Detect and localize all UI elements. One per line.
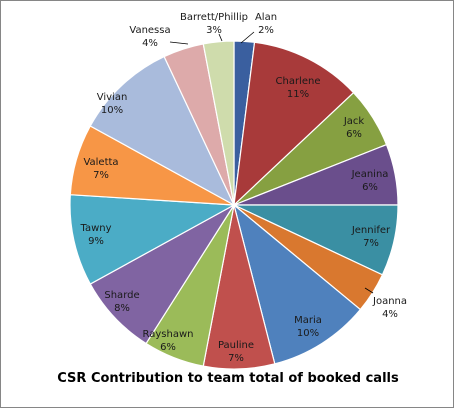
category-label-charlene: Charlene	[276, 76, 321, 87]
data-label-jennifer: Jennifer 7%	[351, 225, 391, 249]
pie-slice-tawny	[69, 194, 237, 285]
data-label-vivian: Vivian 10%	[97, 92, 128, 116]
percent-label-alan: 2%	[258, 25, 274, 36]
data-label-vanessa: Vanessa 4%	[129, 25, 170, 49]
percent-label-tawny: 9%	[88, 236, 104, 247]
percent-label-rayshawn: 6%	[160, 342, 176, 353]
percent-label-barrett-phillip: 3%	[206, 25, 222, 36]
category-label-jennifer: Jennifer	[351, 225, 391, 236]
data-label-jeanina: Jeanina 6%	[351, 169, 389, 193]
category-label-barrett-phillip: Barrett/Phillip	[180, 12, 248, 23]
category-label-joanna: Joanna	[372, 296, 407, 307]
data-label-sharde: Sharde 8%	[104, 290, 139, 314]
data-label-barrett-phillip: Barrett/Phillip 3%	[180, 12, 248, 36]
percent-label-jeanina: 6%	[362, 182, 378, 193]
percent-label-vivian: 10%	[101, 105, 123, 116]
category-label-vanessa: Vanessa	[129, 25, 170, 36]
data-label-maria: Maria 10%	[294, 315, 322, 339]
leader-line-barrett-phillip	[218, 33, 223, 42]
category-label-jack: Jack	[343, 116, 365, 127]
percent-label-valetta: 7%	[93, 170, 109, 181]
pie-slice-charlene	[233, 41, 355, 207]
pie-slice-barrett-phillip	[202, 40, 235, 206]
category-label-maria: Maria	[294, 315, 322, 326]
data-label-tawny: Tawny 9%	[79, 223, 111, 247]
leader-line-alan	[240, 31, 255, 44]
data-label-rayshawn: Rayshawn 6%	[143, 329, 194, 353]
data-label-charlene: Charlene 11%	[276, 76, 321, 100]
data-label-alan: Alan 2%	[255, 12, 277, 36]
percent-label-pauline: 7%	[228, 353, 244, 364]
category-label-jeanina: Jeanina	[351, 169, 389, 180]
category-label-vivian: Vivian	[97, 92, 128, 103]
pie-slice-vivian	[89, 55, 236, 207]
percent-label-sharde: 8%	[114, 303, 130, 314]
percent-label-vanessa: 4%	[142, 38, 158, 49]
data-label-joanna: Joanna 4%	[372, 296, 407, 320]
leader-line-joanna	[364, 287, 374, 294]
percent-label-charlene: 11%	[287, 89, 309, 100]
category-label-sharde: Sharde	[104, 290, 139, 301]
data-label-valetta: Valetta 7%	[83, 157, 118, 181]
percent-label-joanna: 4%	[382, 309, 398, 320]
category-label-alan: Alan	[255, 12, 277, 23]
category-label-tawny: Tawny	[79, 223, 111, 234]
pie-slice-maria	[232, 203, 362, 365]
percent-label-jack: 6%	[346, 129, 362, 140]
percent-label-jennifer: 7%	[363, 238, 379, 249]
category-label-rayshawn: Rayshawn	[143, 329, 194, 340]
leader-line-vanessa	[169, 41, 189, 45]
data-label-pauline: Pauline 7%	[218, 340, 254, 364]
category-label-valetta: Valetta	[83, 157, 118, 168]
chart-title: CSR Contribution to team total of booked…	[57, 371, 399, 386]
data-label-jack: Jack 6%	[343, 116, 365, 140]
percent-label-maria: 10%	[297, 328, 319, 339]
category-label-pauline: Pauline	[218, 340, 254, 351]
